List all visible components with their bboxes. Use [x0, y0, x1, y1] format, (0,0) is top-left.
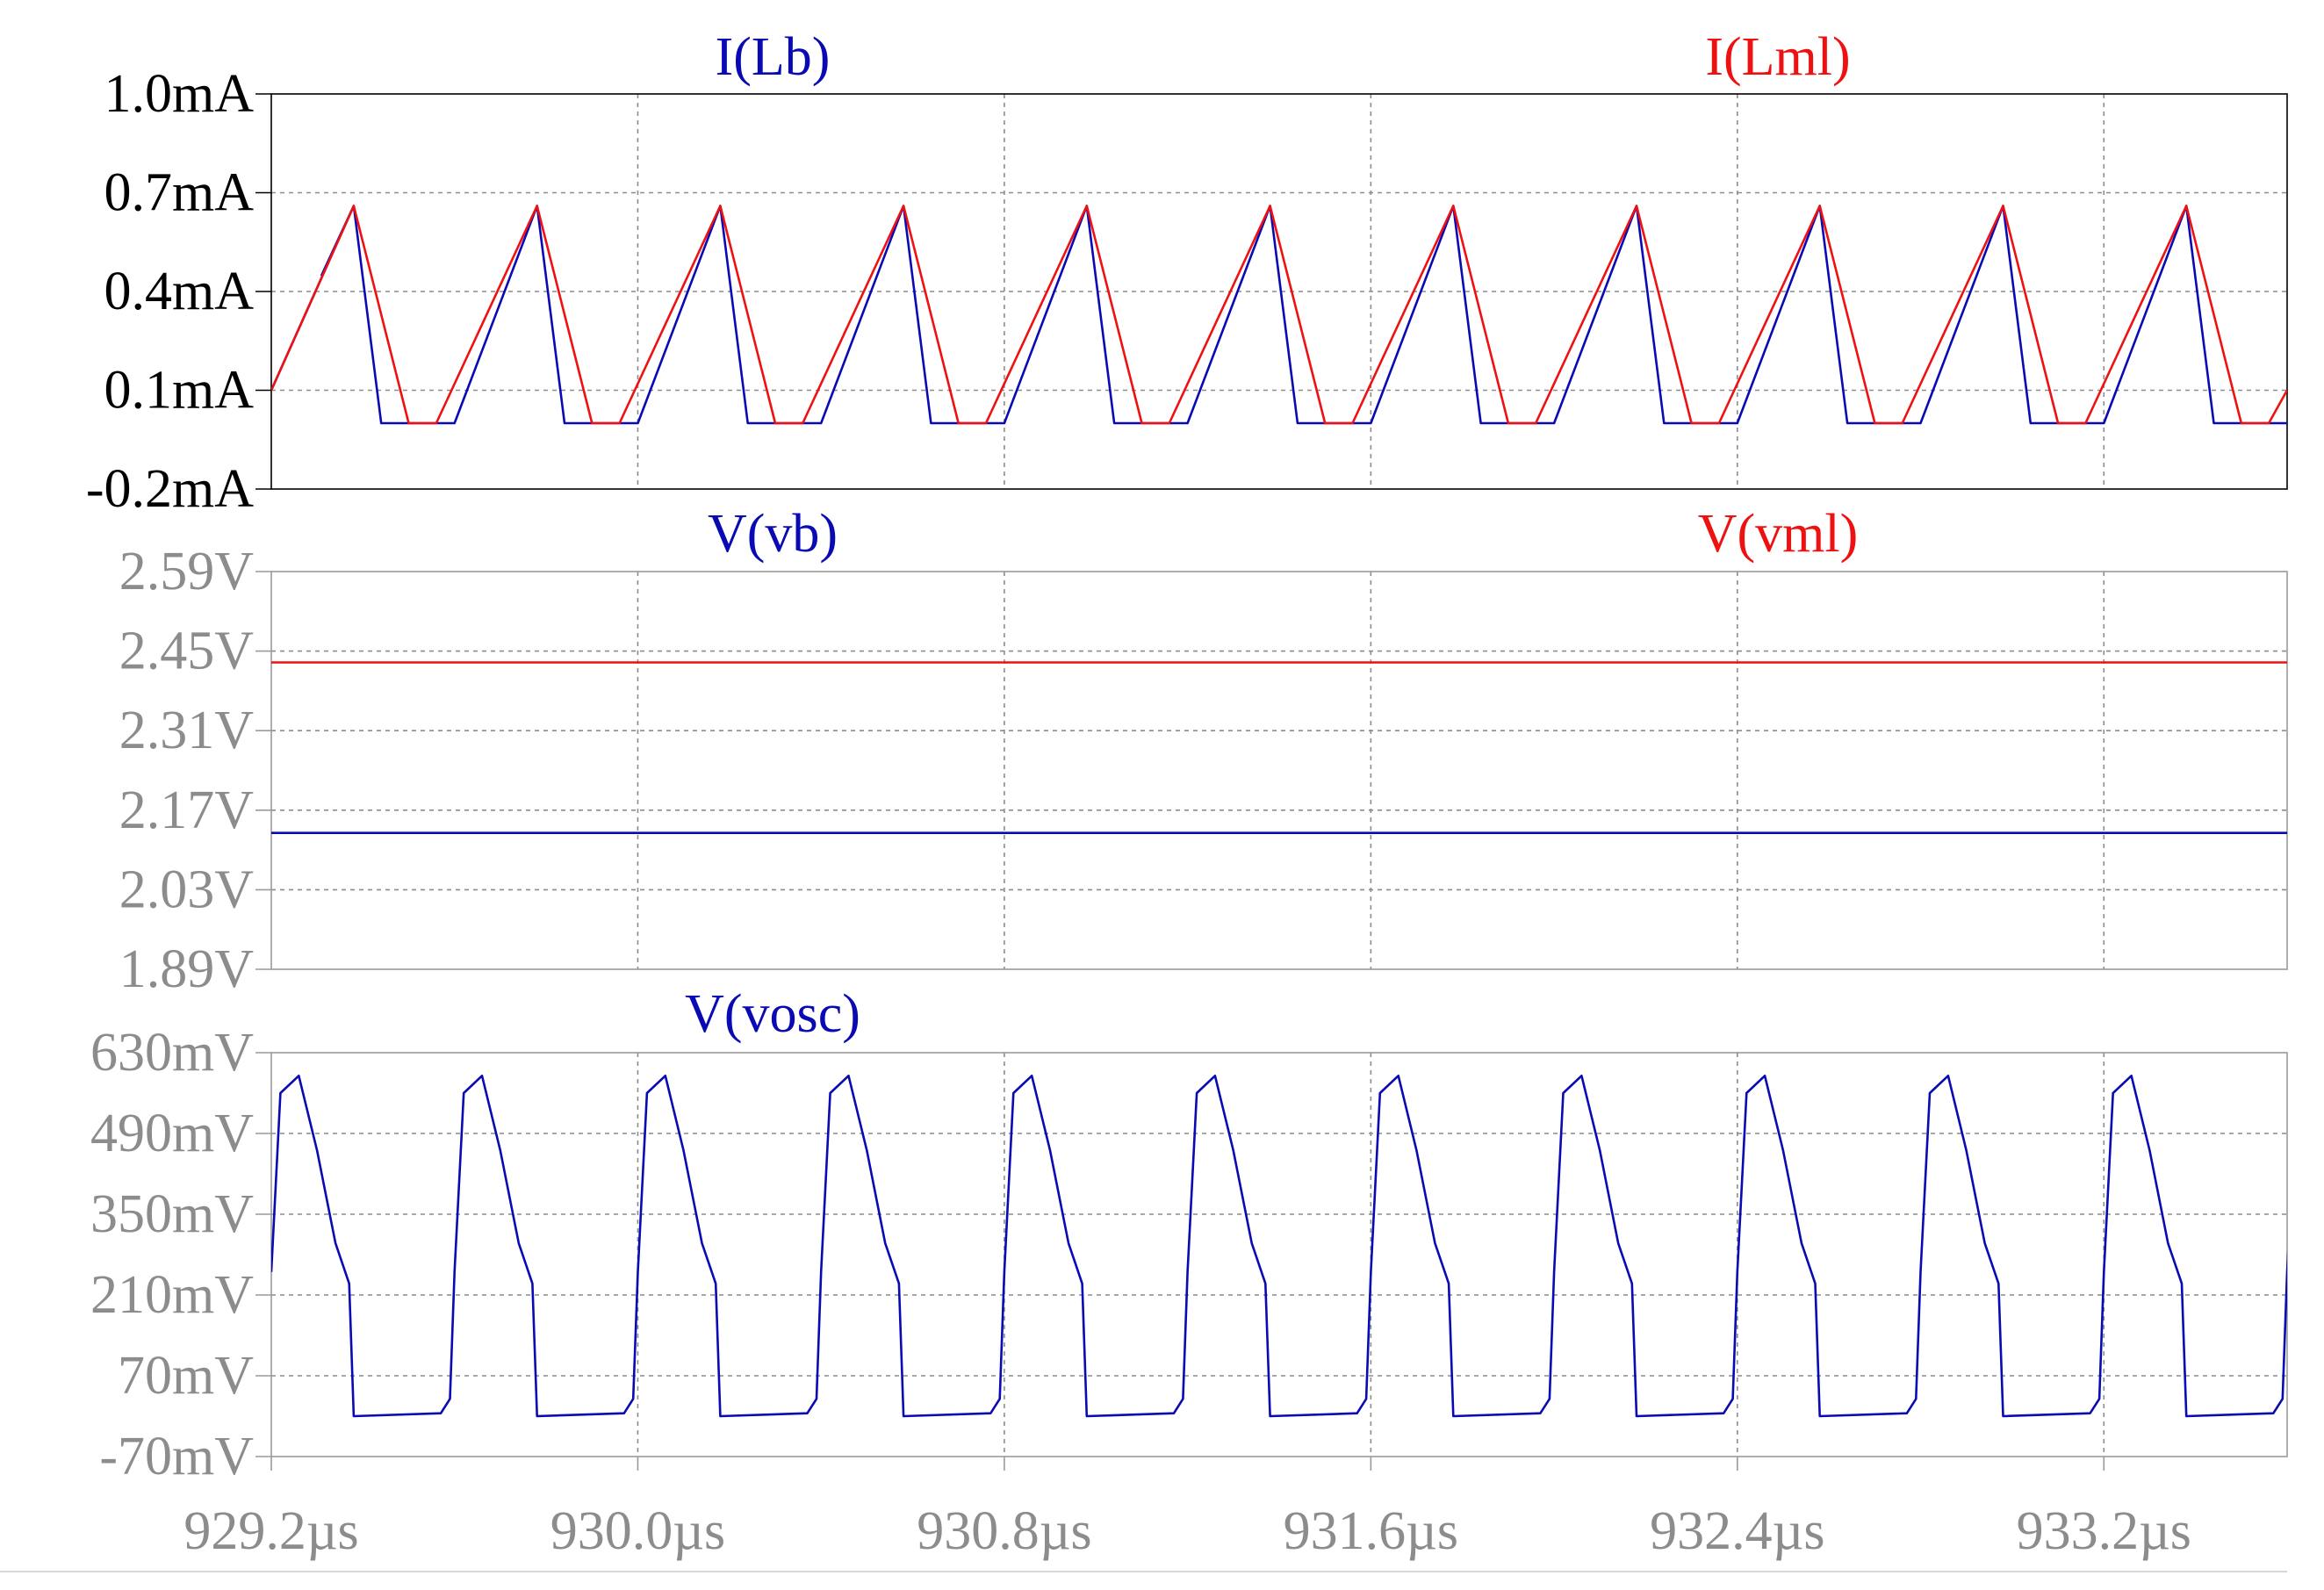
trace-title: I(Lb) [716, 27, 831, 87]
y-tick-label: 70mV [118, 1346, 254, 1406]
y-tick-label: 0.7mA [104, 163, 255, 223]
y-tick-label: 630mV [90, 1023, 254, 1083]
series-line-v-vosc [271, 1075, 2287, 1418]
pane-vosc: -70mV 70mV 210mV 350mV 490mV 630mV V(vosc) [90, 984, 2288, 1486]
trace-title: V(vosc) [685, 984, 860, 1044]
pane-currents: -0.2mA 0.1mA 0.4mA 0.7mA 1.0mA I(Lb) I(Lml) [86, 27, 2288, 519]
y-tick-label: 0.1mA [104, 361, 255, 421]
y-tick-label: 1.89V [119, 939, 255, 999]
y-tick-label: 2.31V [119, 701, 255, 760]
x-tick-label: 931.6µs [1284, 1501, 1458, 1561]
x-tick-label: 930.8µs [917, 1501, 1091, 1561]
y-tick-label: 2.17V [119, 781, 255, 840]
plot-frame [270, 571, 2288, 970]
x-tick-label: 929.2µs [183, 1501, 358, 1561]
y-tick-label: 350mV [90, 1184, 254, 1244]
series-line-i-lb [271, 205, 2287, 425]
y-tick-label: -70mV [99, 1427, 254, 1486]
y-tick-label: 490mV [90, 1104, 254, 1163]
plot-frame [270, 1052, 2288, 1457]
series-line-i-lml [271, 205, 2287, 425]
y-tick-label: 1.0mA [104, 64, 255, 124]
x-tick-label: 933.2µs [2017, 1501, 2191, 1561]
trace-title: V(vml) [1698, 504, 1859, 564]
x-axis: 929.2µs 930.0µs 930.8µs 931.6µs 932.4µs 933.2… [0, 1457, 2287, 1572]
y-tick-label: 0.4mA [104, 262, 255, 321]
x-tick-label: 932.4µs [1650, 1501, 1824, 1561]
trace-title: V(vb) [708, 504, 838, 564]
y-tick-label: 2.03V [119, 860, 255, 919]
trace-title: I(Lml) [1705, 27, 1850, 87]
y-tick-label: 2.45V [119, 622, 255, 681]
pane-voltages: 1.89V 2.03V 2.17V 2.31V 2.45V 2.59V V(vb) V(vml… [119, 504, 2288, 999]
x-tick-label: 930.0µs [550, 1501, 725, 1561]
y-tick-label: 210mV [90, 1265, 254, 1325]
y-tick-label: -0.2mA [86, 459, 254, 519]
y-tick-label: 2.59V [119, 542, 255, 601]
